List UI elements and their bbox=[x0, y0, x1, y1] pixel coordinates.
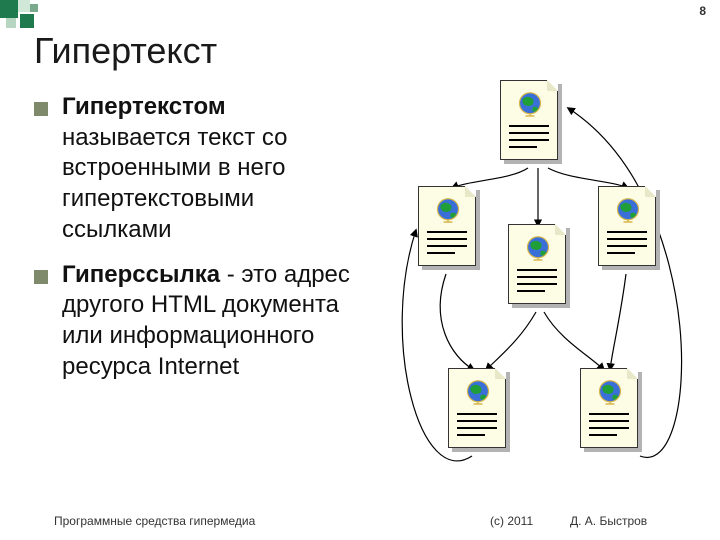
bullet-bold: Гиперссылка bbox=[62, 261, 220, 288]
globe-icon bbox=[595, 377, 625, 407]
slide: 8 Гипертекст Гипертекстом называется тек… bbox=[0, 0, 720, 540]
deco-square bbox=[20, 14, 34, 28]
doc-text-lines bbox=[589, 413, 629, 441]
bullet-marker-icon bbox=[34, 102, 48, 116]
globe-icon bbox=[595, 377, 625, 407]
body-text: Гипертекстом называется текст со встроен… bbox=[34, 92, 354, 396]
bullet-text: Гипертекстом называется текст со встроен… bbox=[62, 92, 354, 246]
doc-page bbox=[500, 80, 558, 160]
page-corner-icon bbox=[627, 369, 637, 379]
globe-icon bbox=[613, 195, 643, 225]
footer-right: Д. А. Быстров bbox=[570, 514, 690, 528]
document-node bbox=[508, 224, 570, 308]
edge-arrow bbox=[544, 312, 604, 370]
document-node bbox=[448, 368, 510, 452]
globe-icon bbox=[463, 377, 493, 407]
doc-text-lines bbox=[517, 269, 557, 297]
doc-page bbox=[448, 368, 506, 448]
page-corner-icon bbox=[495, 369, 505, 379]
bullet-item: Гипертекстом называется текст со встроен… bbox=[34, 92, 354, 246]
doc-text-lines bbox=[427, 231, 467, 259]
bullet-rest: называется текст со встроенными в него г… bbox=[62, 124, 287, 243]
edge-arrow bbox=[486, 312, 536, 370]
page-corner-icon bbox=[645, 187, 655, 197]
bullet-text: Гиперссылка - это адрес другого HTML док… bbox=[62, 260, 354, 383]
footer: Программные средства гипермедиа (c) 2011… bbox=[0, 514, 720, 528]
globe-icon bbox=[433, 195, 463, 225]
document-node bbox=[418, 186, 480, 270]
hypertext-diagram bbox=[360, 80, 710, 480]
deco-square bbox=[30, 4, 38, 12]
bullet-item: Гиперссылка - это адрес другого HTML док… bbox=[34, 260, 354, 383]
globe-icon bbox=[515, 89, 545, 119]
page-corner-icon bbox=[547, 81, 557, 91]
globe-icon bbox=[463, 377, 493, 407]
document-node bbox=[500, 80, 562, 164]
edge-arrow bbox=[440, 274, 474, 370]
deco-square bbox=[6, 18, 16, 28]
doc-page bbox=[508, 224, 566, 304]
footer-left: Программные средства гипермедиа bbox=[54, 514, 490, 528]
globe-icon bbox=[523, 233, 553, 263]
doc-page bbox=[598, 186, 656, 266]
bullet-bold: Гипертекстом bbox=[62, 93, 226, 120]
doc-page bbox=[580, 368, 638, 448]
deco-square bbox=[18, 0, 30, 12]
doc-text-lines bbox=[457, 413, 497, 441]
edge-arrow bbox=[610, 274, 626, 370]
page-corner-icon bbox=[555, 225, 565, 235]
globe-icon bbox=[515, 89, 545, 119]
footer-center: (c) 2011 bbox=[490, 514, 570, 528]
page-corner-icon bbox=[465, 187, 475, 197]
doc-text-lines bbox=[509, 125, 549, 153]
slide-title: Гипертекст bbox=[34, 30, 217, 72]
bullet-marker-icon bbox=[34, 270, 48, 284]
deco-square bbox=[0, 0, 18, 18]
globe-icon bbox=[433, 195, 463, 225]
edge-arrow bbox=[452, 168, 528, 188]
document-node bbox=[598, 186, 660, 270]
edge-arrow bbox=[548, 168, 628, 188]
document-node bbox=[580, 368, 642, 452]
doc-page bbox=[418, 186, 476, 266]
globe-icon bbox=[523, 233, 553, 263]
doc-text-lines bbox=[607, 231, 647, 259]
globe-icon bbox=[613, 195, 643, 225]
page-number: 8 bbox=[699, 4, 706, 18]
